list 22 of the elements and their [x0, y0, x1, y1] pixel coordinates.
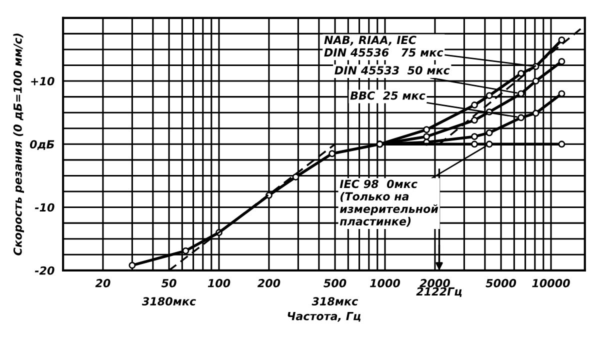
x-tick-label: 2000: [420, 278, 450, 288]
x-tick-label: 500: [324, 278, 346, 288]
text: NAB, RIAA, IEC DIN 45536 75 мкс: [324, 36, 444, 57]
x-tick-label: 100: [208, 278, 230, 288]
text: DIN 45533 50 мкс: [334, 66, 450, 74]
x-tick-label: 200: [257, 278, 280, 288]
y-tick-label: 0дБ: [30, 140, 54, 150]
text: BBC 25 мкс: [350, 91, 426, 100]
text: 3180мкс: [142, 297, 196, 306]
text: IEC 98 0мкс (Только на измерительной пластинке): [340, 180, 438, 227]
y-tick-label: -10: [34, 203, 54, 212]
y-tick-label: +10: [31, 77, 54, 86]
x-tick-label: 50: [161, 278, 176, 288]
x-tick-label: 5000: [486, 278, 516, 288]
x-tick-label: 10000: [532, 278, 570, 288]
y-tick-label: -20: [34, 266, 54, 275]
ref-line-label: 2122Гц: [416, 287, 462, 298]
x-tick-label: 20: [95, 278, 110, 288]
x-tick-label: 1000: [370, 278, 400, 288]
text: 318мкс: [312, 297, 358, 306]
y-axis-title: Скорость резания (0 дБ=100 мм/с): [13, 34, 24, 256]
x-axis-title: Частота, Гц: [288, 312, 361, 322]
